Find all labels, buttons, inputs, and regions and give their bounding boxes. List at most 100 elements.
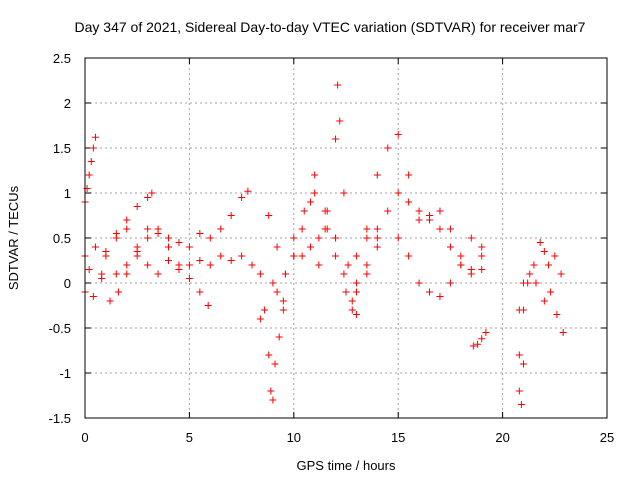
- data-point: [290, 252, 298, 260]
- data-point: [102, 248, 110, 255]
- x-tick-label: 0: [81, 430, 88, 445]
- data-point: [154, 225, 162, 233]
- data-point: [446, 225, 454, 233]
- data-point: [269, 396, 277, 404]
- data-point: [227, 257, 235, 264]
- data-point: [348, 306, 356, 314]
- data-point: [530, 261, 538, 269]
- data-point: [123, 261, 131, 269]
- data-point: [269, 279, 277, 287]
- data-point: [315, 261, 323, 269]
- data-point: [352, 279, 360, 287]
- data-point: [467, 234, 475, 242]
- data-point: [540, 297, 548, 305]
- data-point: [204, 302, 212, 309]
- data-point: [238, 252, 246, 260]
- data-point: [478, 243, 486, 251]
- data-point: [478, 252, 486, 260]
- data-point: [515, 351, 523, 359]
- data-point: [363, 270, 371, 278]
- x-tick-label: 15: [391, 430, 405, 445]
- data-point: [165, 234, 173, 242]
- data-point: [532, 279, 540, 287]
- data-point: [352, 288, 360, 296]
- y-tick-label: -1: [59, 366, 71, 381]
- data-point: [185, 261, 193, 269]
- data-point: [415, 279, 423, 287]
- data-point: [446, 279, 454, 287]
- data-point: [165, 243, 173, 251]
- data-point: [112, 270, 120, 278]
- data-series-16: [515, 270, 567, 336]
- data-point: [405, 252, 413, 260]
- data-series-9: [273, 225, 356, 305]
- data-point: [363, 225, 371, 233]
- y-tick-label: -1.5: [49, 411, 71, 426]
- data-point: [394, 234, 402, 242]
- data-point: [273, 288, 281, 296]
- data-series-10: [311, 189, 381, 318]
- data-point: [196, 257, 204, 264]
- data-point: [519, 279, 527, 287]
- data-series-12: [363, 189, 486, 278]
- data-series-14: [469, 329, 490, 350]
- data-point: [363, 234, 371, 242]
- data-point: [373, 171, 381, 179]
- data-point: [342, 288, 350, 296]
- points-layer: [81, 81, 567, 408]
- data-point: [526, 270, 534, 278]
- data-point: [469, 342, 477, 350]
- data-point: [311, 189, 319, 197]
- data-point: [373, 234, 381, 242]
- data-point: [85, 266, 93, 273]
- chart-title: Day 347 of 2021, Sidereal Day-to-day VTE…: [75, 19, 586, 35]
- data-point: [515, 306, 523, 314]
- data-point: [265, 351, 273, 359]
- y-tick-label: 2.5: [53, 51, 71, 66]
- data-point: [478, 266, 486, 273]
- data-point: [373, 243, 381, 251]
- x-tick-label: 20: [495, 430, 509, 445]
- data-point: [144, 225, 152, 233]
- data-point: [175, 266, 183, 273]
- data-point: [315, 234, 323, 242]
- data-point: [85, 171, 93, 179]
- data-point: [415, 207, 423, 215]
- data-point: [352, 252, 360, 260]
- data-point: [457, 252, 465, 260]
- y-tick-label: 0.5: [53, 231, 71, 246]
- data-point: [275, 333, 283, 341]
- data-point: [415, 216, 423, 224]
- data-point: [478, 335, 486, 343]
- data-point: [373, 225, 381, 233]
- data-point: [344, 261, 352, 269]
- data-point: [482, 329, 490, 336]
- data-series-11: [352, 131, 486, 287]
- y-axis-label: SDTVAR / TECUs: [6, 185, 21, 290]
- data-point: [123, 216, 131, 224]
- data-point: [300, 207, 308, 215]
- ticks-layer: 0 5 10 15 20 25 -1.5 -1 -0.5 0 0.5 1 1.5 2 2.5: [49, 51, 615, 445]
- data-point: [267, 387, 275, 395]
- data-point: [340, 189, 348, 197]
- data-point: [217, 252, 225, 260]
- data-point: [384, 207, 392, 215]
- data-point: [185, 243, 193, 251]
- data-point: [519, 360, 527, 368]
- data-point: [290, 234, 298, 242]
- data-point: [332, 135, 340, 143]
- data-point: [515, 387, 523, 395]
- data-point: [273, 243, 281, 251]
- data-point: [340, 270, 348, 278]
- data-point: [279, 297, 287, 305]
- data-point: [206, 234, 214, 242]
- data-point: [227, 212, 235, 219]
- data-point: [545, 261, 553, 269]
- data-point: [436, 225, 444, 233]
- data-point: [271, 360, 279, 368]
- data-point: [256, 270, 264, 278]
- data-series-1: [81, 133, 99, 206]
- data-point: [148, 189, 156, 197]
- data-point: [394, 189, 402, 197]
- data-point: [133, 203, 141, 210]
